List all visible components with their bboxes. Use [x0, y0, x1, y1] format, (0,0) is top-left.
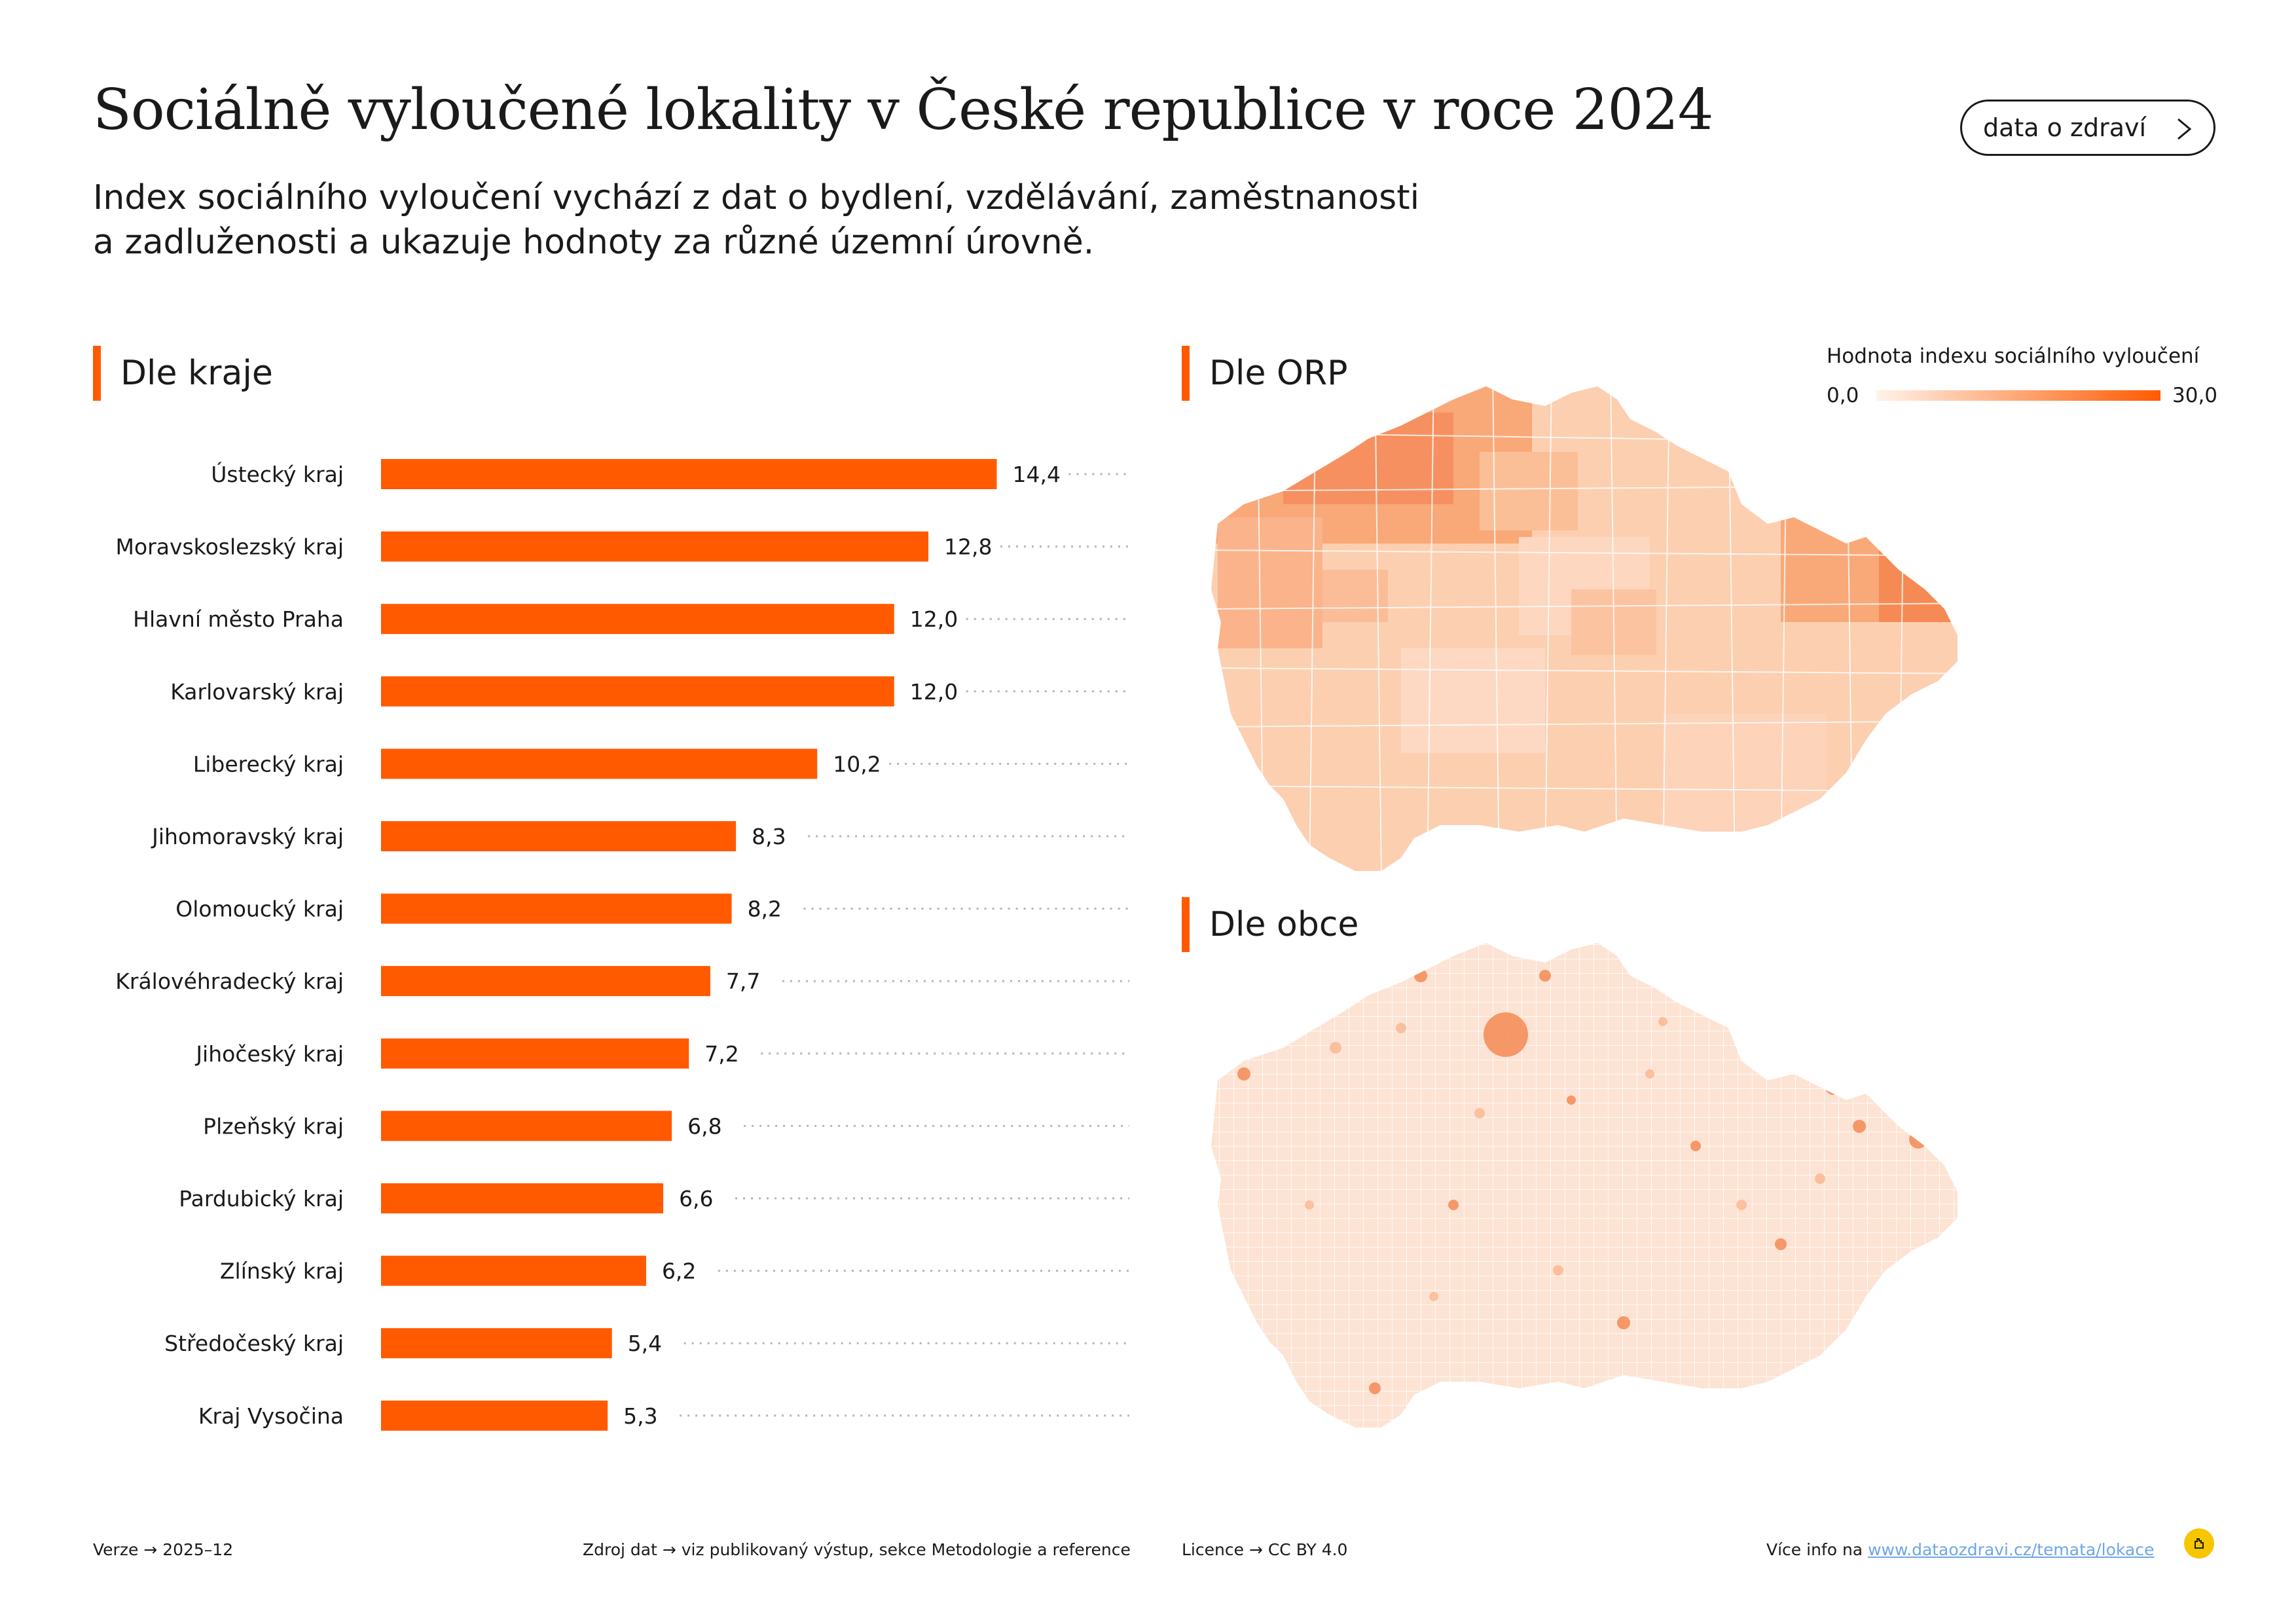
bar-category-label: Hlavní město Praha [133, 606, 344, 632]
bar-category-label: Karlovarský kraj [170, 679, 344, 705]
bar-value-label: 6,2 [662, 1259, 696, 1284]
bar-category-label: Olomoucký kraj [175, 896, 344, 922]
subtitle-line-1: Index sociálního vyloučení vychází z dat… [93, 178, 1420, 217]
bar-value-label: 10,2 [833, 751, 881, 777]
bar-value-label: 8,2 [748, 896, 782, 922]
legend-gradient [1876, 390, 2160, 401]
section-accent [1182, 346, 1190, 401]
bar [381, 1255, 646, 1286]
bar-value-label: 12,0 [910, 606, 958, 632]
bar [381, 1183, 664, 1213]
more-info-link[interactable]: www.dataozdravi.cz/temata/lokace [1868, 1540, 2155, 1559]
bar-category-label: Jihomoravský kraj [151, 824, 344, 849]
footer-source: Zdroj dat → viz publikovaný výstup, sekc… [583, 1540, 1131, 1559]
bar [381, 1328, 612, 1359]
section-by-orp: Dle ORP [1182, 346, 1347, 401]
bar-value-label: 7,7 [726, 969, 760, 994]
bar-value-label: 6,8 [687, 1113, 721, 1139]
footer-version: Verze → 2025–12 [93, 1540, 233, 1559]
section-by-municipality-label: Dle obce [1209, 905, 1359, 944]
arrow-right-icon: → [1248, 1540, 1263, 1559]
data-o-zdravi-button[interactable]: data o zdraví [1960, 100, 2215, 156]
version-value: 2025–12 [162, 1540, 234, 1559]
source-label: Zdroj dat [583, 1540, 657, 1559]
more-info-label: Více info na [1766, 1540, 1863, 1559]
section-accent [1182, 897, 1190, 952]
bar [381, 1400, 608, 1431]
bar [381, 821, 737, 851]
bar-value-label: 6,6 [679, 1186, 713, 1211]
bar-category-label: Zlínský kraj [220, 1259, 344, 1284]
bar-value-label: 5,4 [628, 1331, 662, 1356]
bar-category-label: Ústecký kraj [211, 461, 344, 487]
bar [381, 1038, 689, 1069]
bar [381, 459, 997, 489]
version-label: Verze [93, 1540, 139, 1559]
section-by-municipality: Dle obce [1182, 897, 1358, 952]
license-label: Licence [1182, 1540, 1244, 1559]
region-bar-chart: Ústecký kraj 14,4 Moravskoslezský kraj 12,8… [115, 459, 1129, 1431]
data-o-zdravi-label: data o zdraví [1983, 113, 2147, 142]
page-title: Sociálně vyloučené lokality v České repu… [93, 77, 1713, 143]
bar-category-label: Královéhradecký kraj [115, 969, 344, 994]
source-value: viz publikovaný výstup, sekce Metodologi… [681, 1540, 1131, 1559]
logo-icon [2184, 1528, 2214, 1559]
footer-more-info: Více info na www.dataozdravi.cz/temata/l… [1766, 1540, 2154, 1559]
section-accent [93, 346, 101, 401]
bar-value-label: 12,0 [910, 679, 958, 705]
legend-title: Hodnota indexu sociálního vyloučení [1827, 344, 2200, 368]
bar [381, 676, 894, 707]
bar-category-label: Liberecký kraj [193, 751, 344, 777]
bar-category-label: Moravskoslezský kraj [116, 534, 344, 560]
bar-value-label: 7,2 [704, 1041, 738, 1067]
section-by-region-label: Dle kraje [120, 354, 273, 393]
bar-category-label: Středočeský kraj [164, 1331, 344, 1356]
bar-value-label: 14,4 [1013, 462, 1061, 487]
bar [381, 893, 732, 924]
bar [381, 531, 929, 562]
bar-category-label: Kraj Vysočina [198, 1403, 344, 1429]
subtitle-line-2: a zadluženosti a ukazuje hodnoty za různ… [93, 223, 1095, 262]
bar-value-label: 12,8 [944, 534, 992, 560]
legend-min: 0,0 [1827, 384, 1859, 407]
footer-license: Licence → CC BY 4.0 [1182, 1540, 1347, 1559]
bar-value-label: 5,3 [623, 1403, 657, 1429]
legend-max: 30,0 [2172, 384, 2218, 407]
bar [381, 604, 894, 635]
section-by-orp-label: Dle ORP [1209, 354, 1348, 393]
bar [381, 966, 710, 997]
bar [381, 748, 818, 779]
section-by-region: Dle kraje [93, 346, 273, 401]
municipality-choropleth-map [1211, 943, 1958, 1428]
page-subtitle: Index sociálního vyloučení vychází z dat… [93, 175, 1599, 265]
chevron-right-icon [2178, 118, 2192, 140]
license-value: CC BY 4.0 [1267, 1540, 1348, 1559]
orp-choropleth-map [1211, 386, 1958, 871]
bar-category-label: Plzeňský kraj [203, 1113, 344, 1139]
bar-value-label: 8,3 [752, 824, 786, 849]
arrow-right-icon: → [143, 1540, 158, 1559]
arrow-right-icon: → [662, 1540, 676, 1559]
hand-icon [2195, 1538, 2204, 1549]
bar-category-label: Jihočeský kraj [194, 1041, 344, 1067]
bar-category-label: Pardubický kraj [179, 1186, 344, 1211]
bar [381, 1111, 672, 1141]
